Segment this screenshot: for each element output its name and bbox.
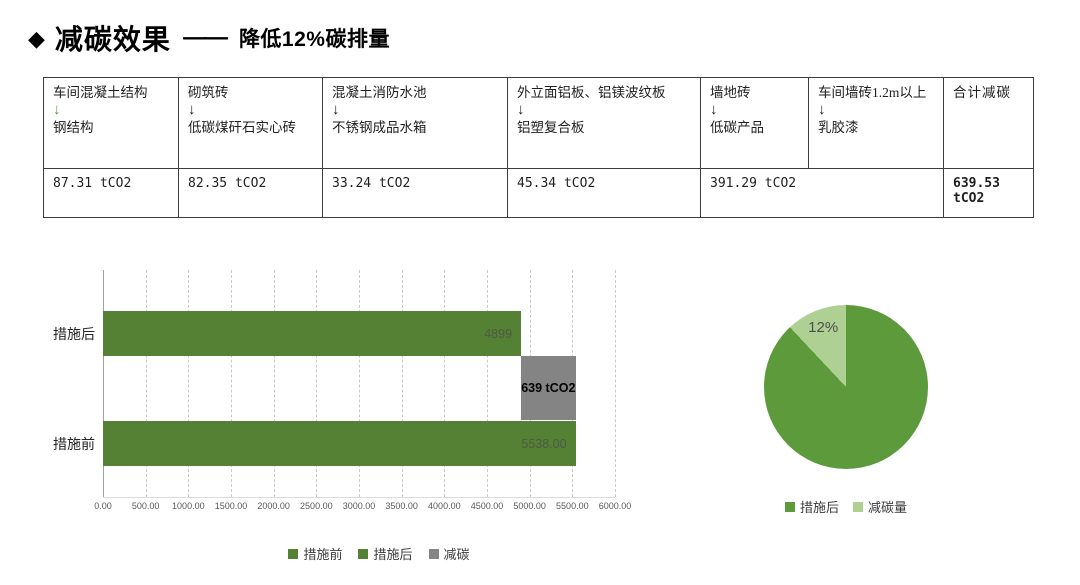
legend-item: 措施后 <box>358 544 413 563</box>
title-main: 减碳效果 <box>54 24 171 55</box>
down-arrow-icon: ↓ <box>710 101 718 118</box>
legend-item: 减碳 <box>428 544 470 563</box>
down-arrow-icon: ↓ <box>53 101 61 118</box>
legend-swatch <box>853 501 863 512</box>
value-cell-total: 639.53 tCO2 <box>943 168 1034 218</box>
measure-to: 乳胶漆 <box>818 120 859 136</box>
down-arrow-icon: ↓ <box>517 101 525 118</box>
x-tick-label: 1500.00 <box>214 501 248 511</box>
header-measure-6: 车间墙砖1.2m以上 ↓ 乳胶漆 <box>808 77 944 169</box>
value-cell-5: 391.29 tCO2 <box>700 168 944 218</box>
value-cell-2: 82.35 tCO2 <box>178 168 323 218</box>
pie-chart-legend: 措施后 减碳量 <box>740 497 952 516</box>
measure-from: 墙地砖 <box>710 85 751 100</box>
x-tick-label: 6000.00 <box>598 501 632 511</box>
legend-label: 减碳 <box>443 547 470 562</box>
gridline <box>359 270 360 497</box>
legend-label: 措施后 <box>799 500 839 515</box>
measure-from: 砌筑砖 <box>188 85 229 100</box>
x-tick-label: 2500.00 <box>300 501 333 511</box>
bar-chart-legend: 措施前 措施后 减碳 <box>123 544 635 563</box>
bar-value-label: 5538.00 <box>521 436 567 451</box>
header-measure-3: 混凝土消防水池 ↓ 不锈钢成品水箱 <box>322 77 508 169</box>
header-measure-1: 车间混凝土结构 ↓ 钢结构 <box>43 77 179 169</box>
gridline <box>401 270 403 497</box>
measure-to: 不锈钢成品水箱 <box>332 120 427 136</box>
bar-value-label: 4899 <box>484 326 513 341</box>
header-measure-2: 砌筑砖 ↓ 低碳煤矸石实心砖 <box>178 77 323 169</box>
category-label: 措施前 <box>53 436 95 452</box>
down-arrow-icon: ↓ <box>332 101 340 118</box>
x-tick-label: 500.00 <box>131 501 160 511</box>
legend-swatch <box>428 548 439 559</box>
pie-chart: 12% <box>764 305 928 469</box>
down-arrow-icon: ↓ <box>818 101 826 118</box>
legend-label: 减碳量 <box>868 500 908 515</box>
gridline <box>273 270 275 497</box>
x-tick-label: 4500.00 <box>470 501 504 511</box>
legend-swatch <box>288 548 299 559</box>
title-dash-line: —— <box>182 24 228 51</box>
category-label: 措施后 <box>53 326 95 342</box>
legend-item: 减碳量 <box>853 497 907 516</box>
x-tick-label: 4000.00 <box>428 501 461 511</box>
bar-措施前: 5538.00 <box>103 421 576 466</box>
bar-减碳: 639 tCO2 <box>521 356 576 420</box>
x-tick-label: 5000.00 <box>513 501 546 511</box>
legend-swatch <box>784 501 795 512</box>
measure-to: 低碳产品 <box>710 120 764 136</box>
legend-label: 措施后 <box>373 547 413 562</box>
x-tick-label: 1000.00 <box>172 501 205 511</box>
diamond-bullet-icon: ◆ <box>28 26 45 51</box>
gridline <box>615 270 616 497</box>
measure-from: 混凝土消防水池 <box>332 85 427 100</box>
x-tick-label: 0.00 <box>94 501 112 511</box>
value-cell-4: 45.34 tCO2 <box>507 168 701 218</box>
gridline <box>145 270 147 497</box>
table-header-row: 车间混凝土结构 ↓ 钢结构 砌筑砖 ↓ 低碳煤矸石实心砖 混凝土消防水池 ↓ 不… <box>43 77 1034 169</box>
down-arrow-icon: ↓ <box>188 101 196 118</box>
gridline <box>188 270 190 497</box>
legend-item: 措施后 <box>784 497 839 516</box>
legend-label: 措施前 <box>303 547 343 562</box>
value-cell-1: 87.31 tCO2 <box>43 168 179 218</box>
page-title: ◆ 减碳效果 —— 降低12%碳排量 <box>28 18 390 58</box>
legend-item: 措施前 <box>288 544 342 563</box>
bar-chart-x-axis: 0.00 500.00 1000.00 1500.00 2000.00 2500.00 30… <box>94 501 631 515</box>
bar-value-label: 639 tCO2 <box>521 381 576 395</box>
bar-措施后: 4899 <box>103 311 522 356</box>
gridline <box>231 270 232 497</box>
gridline <box>444 270 446 497</box>
y-axis-line <box>103 270 104 497</box>
x-tick-label: 2000.00 <box>257 501 290 511</box>
gridline <box>487 270 488 497</box>
title-subtitle: 降低12%碳排量 <box>238 28 390 51</box>
measure-to: 铝塑复合板 <box>517 120 585 136</box>
legend-swatch <box>358 548 369 559</box>
pie-slice-label: 12% <box>808 319 839 337</box>
measure-from: 外立面铝板、铝镁波纹板 <box>517 85 666 100</box>
header-measure-5: 墙地砖 ↓ 低碳产品 <box>700 77 809 169</box>
bar-chart-plot-area: 4899 639 tCO2 5538.00 <box>103 270 616 498</box>
measure-from: 车间混凝土结构 <box>53 85 148 100</box>
pie-circle <box>764 305 928 469</box>
measure-to: 低碳煤矸石实心砖 <box>188 120 296 136</box>
table-values-row: 87.31 tCO2 82.35 tCO2 33.24 tCO2 45.34 t… <box>43 168 1034 218</box>
header-measure-4: 外立面铝板、铝镁波纹板 ↓ 铝塑复合板 <box>507 77 701 169</box>
header-total: 合计减碳 <box>943 77 1034 169</box>
value-cell-3: 33.24 tCO2 <box>322 168 508 218</box>
carbon-reduction-table: 车间混凝土结构 ↓ 钢结构 砌筑砖 ↓ 低碳煤矸石实心砖 混凝土消防水池 ↓ 不… <box>43 77 1034 218</box>
x-tick-label: 5500.00 <box>556 501 589 511</box>
x-tick-label: 3000.00 <box>342 501 376 511</box>
bar-chart-category-labels: 措施后 措施前 <box>28 270 95 497</box>
measure-from: 车间墙砖1.2m以上 <box>818 85 927 100</box>
x-tick-label: 3500.00 <box>385 501 418 511</box>
gridline <box>316 270 318 497</box>
measure-to: 钢结构 <box>53 120 94 136</box>
